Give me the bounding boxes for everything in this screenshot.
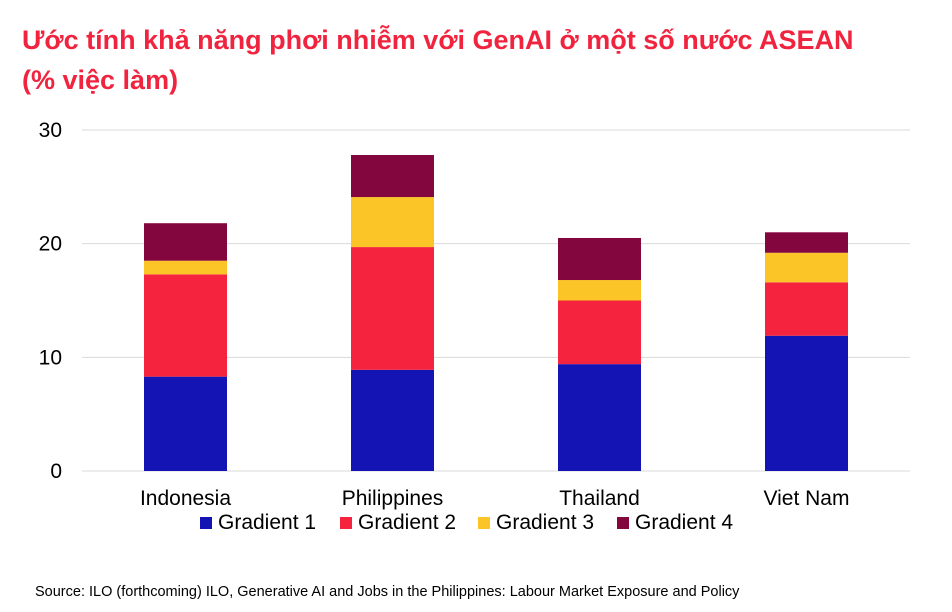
x-category-label: Viet Nam xyxy=(764,487,850,510)
y-tick-label: 10 xyxy=(39,346,62,369)
x-axis-category-labels: Indonesia Philippines Thailand Viet Nam xyxy=(140,487,850,510)
legend-item: Gradient 1 xyxy=(200,511,316,535)
bar-segment-1 xyxy=(144,376,227,471)
bar-segment-2 xyxy=(351,247,434,370)
legend-swatch xyxy=(478,517,490,529)
chart-title-line-1: Ước tính khả năng phơi nhiễm với GenAI ở… xyxy=(22,25,854,55)
legend-swatch xyxy=(617,517,629,529)
legend-label: Gradient 3 xyxy=(496,511,595,534)
bar-segment-4 xyxy=(351,155,434,198)
chart-title-line-2: (% việc làm) xyxy=(22,65,179,95)
y-tick-label: 30 xyxy=(39,119,62,142)
y-axis-tick-labels: 0 10 20 30 xyxy=(39,119,62,483)
legend-label: Gradient 2 xyxy=(358,511,457,534)
legend-item: Gradient 2 xyxy=(340,511,456,535)
chart-title: Ước tính khả năng phơi nhiễm với GenAI ở… xyxy=(22,20,947,100)
y-tick-label: 20 xyxy=(39,233,62,256)
bar-segment-4 xyxy=(144,223,227,261)
bar-segment-3 xyxy=(765,252,848,283)
legend-label: Gradient 4 xyxy=(635,511,734,534)
bar-segment-3 xyxy=(558,280,641,301)
bar-segment-2 xyxy=(144,274,227,377)
bar-segment-2 xyxy=(765,282,848,336)
chart-legend: Gradient 1 Gradient 2 Gradient 3 Gradient 4 xyxy=(0,511,952,537)
bar-segment-3 xyxy=(144,260,227,275)
bar-segment-4 xyxy=(558,237,641,281)
bar-segment-1 xyxy=(351,369,434,471)
x-category-label: Indonesia xyxy=(140,487,231,510)
legend-swatch xyxy=(340,517,352,529)
y-tick-label: 0 xyxy=(50,460,62,483)
x-category-label: Philippines xyxy=(342,487,444,510)
source-note: Source: ILO (forthcoming) ILO, Generativ… xyxy=(35,584,740,600)
legend-item: Gradient 3 xyxy=(478,511,594,535)
legend-item: Gradient 4 xyxy=(617,511,733,535)
bar-segment-4 xyxy=(765,232,848,253)
bar-segment-1 xyxy=(765,335,848,471)
bar-segment-1 xyxy=(558,364,641,471)
bar-segment-3 xyxy=(351,197,434,248)
bar-segment-2 xyxy=(558,300,641,365)
legend-label: Gradient 1 xyxy=(218,511,317,534)
legend-swatch xyxy=(200,517,212,529)
x-category-label: Thailand xyxy=(559,487,640,510)
bars xyxy=(144,155,848,471)
